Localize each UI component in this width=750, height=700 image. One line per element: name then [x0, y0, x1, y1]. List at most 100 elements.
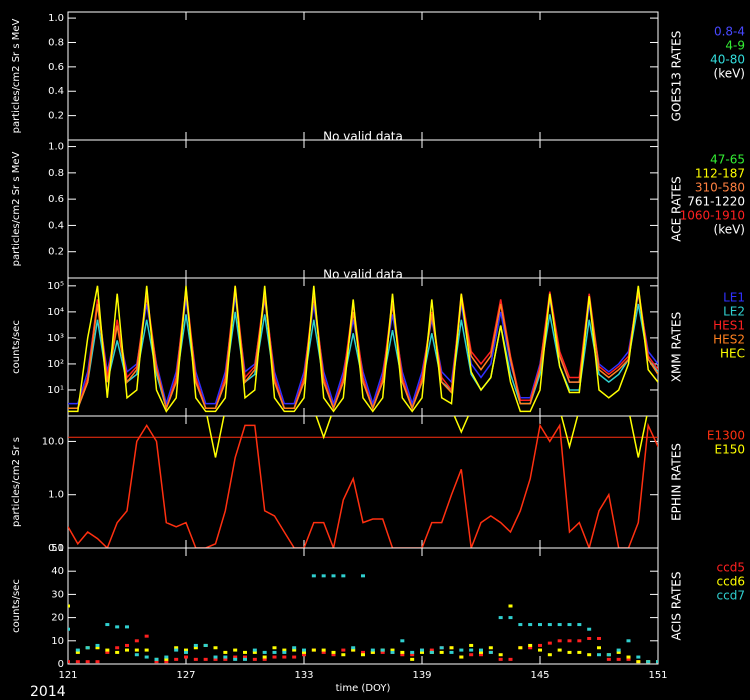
- data-point: [449, 650, 454, 654]
- data-point: [292, 648, 297, 652]
- data-point: [203, 643, 208, 647]
- data-point: [479, 650, 483, 654]
- data-point: [164, 657, 169, 661]
- data-point: [587, 636, 592, 640]
- data-point: [302, 653, 306, 657]
- data-point: [184, 655, 188, 659]
- data-point: [528, 623, 533, 627]
- data-point: [252, 657, 257, 661]
- data-point: [518, 646, 523, 650]
- data-point: [105, 648, 110, 652]
- legend-entry: E150: [715, 443, 746, 457]
- data-point: [361, 653, 365, 657]
- data-point: [656, 660, 658, 664]
- data-point: [331, 650, 336, 654]
- data-point: [498, 657, 503, 661]
- annotation: No valid data: [323, 130, 403, 144]
- data-point: [164, 655, 169, 659]
- data-point: [538, 648, 542, 652]
- data-point: [134, 639, 139, 643]
- data-point: [243, 655, 247, 659]
- data-point: [262, 650, 267, 654]
- data-point: [95, 660, 100, 664]
- data-point: [420, 650, 424, 654]
- data-point: [213, 655, 218, 659]
- data-point: [331, 653, 336, 657]
- data-point: [292, 655, 297, 659]
- data-point: [282, 650, 287, 654]
- data-point: [125, 643, 129, 647]
- data-point: [469, 643, 474, 647]
- data-point: [410, 653, 415, 657]
- y-tick-label: 10⁵: [47, 281, 64, 292]
- data-point: [174, 646, 179, 650]
- data-point: [488, 646, 493, 650]
- data-point: [528, 643, 533, 647]
- data-point: [184, 650, 188, 654]
- legend-entry: 47-65: [710, 153, 745, 167]
- data-point: [68, 627, 70, 631]
- data-point: [134, 653, 139, 657]
- data-point: [203, 657, 208, 661]
- data-point: [105, 623, 110, 627]
- data-point: [164, 660, 169, 664]
- legend-entry: 0.8-4: [714, 25, 745, 39]
- y-tick-label: 1.0: [48, 13, 64, 24]
- data-point: [252, 650, 257, 654]
- y-axis-label: counts/sec: [11, 579, 22, 633]
- y-tick-label: 50: [51, 543, 64, 554]
- data-point: [429, 648, 434, 652]
- data-point: [321, 650, 326, 654]
- x-tick-label: 121: [58, 670, 77, 681]
- x-tick-label: 127: [176, 670, 195, 681]
- data-point: [410, 657, 415, 661]
- data-point: [567, 650, 572, 654]
- data-point: [262, 655, 267, 659]
- data-point: [547, 653, 552, 657]
- y-tick-label: 0.1: [48, 543, 64, 554]
- year-label: 2014: [30, 684, 66, 700]
- data-point: [115, 650, 120, 654]
- data-point: [272, 650, 277, 654]
- data-point: [498, 616, 503, 620]
- data-point: [380, 648, 385, 652]
- data-point: [144, 655, 149, 659]
- y-tick-label: 0: [58, 659, 64, 670]
- y-tick-label: 0.2: [48, 247, 64, 258]
- data-point: [508, 604, 513, 608]
- data-point: [154, 657, 159, 661]
- y-tick-label: 0.2: [48, 111, 64, 122]
- legend-entry: HEC: [720, 347, 745, 361]
- data-point: [498, 653, 503, 657]
- data-point: [115, 646, 120, 650]
- data-point: [341, 648, 346, 652]
- data-point: [223, 657, 228, 661]
- x-tick-label: 145: [530, 670, 549, 681]
- data-point: [538, 643, 542, 647]
- plot-area: [68, 285, 658, 413]
- data-point: [302, 648, 306, 652]
- panel-title: GOES13 RATES: [670, 31, 684, 122]
- data-point: [547, 641, 552, 645]
- data-point: [361, 650, 365, 654]
- data-point: [193, 646, 198, 650]
- data-point: [567, 639, 572, 643]
- data-point: [302, 650, 306, 654]
- legend-entry: E1300: [707, 429, 745, 443]
- data-point: [341, 653, 346, 657]
- data-point: [125, 625, 129, 629]
- x-tick-label: 139: [412, 670, 431, 681]
- data-point: [115, 625, 120, 629]
- legend-entry: 40-80: [710, 53, 745, 67]
- data-point: [68, 604, 70, 608]
- data-point: [154, 660, 159, 664]
- data-point: [606, 657, 611, 661]
- panel-frame: [67, 11, 659, 141]
- plot-area: [68, 574, 658, 664]
- data-point: [85, 660, 90, 664]
- data-point: [508, 657, 513, 661]
- data-point: [75, 648, 80, 652]
- data-point: [213, 657, 218, 661]
- data-point: [646, 660, 651, 664]
